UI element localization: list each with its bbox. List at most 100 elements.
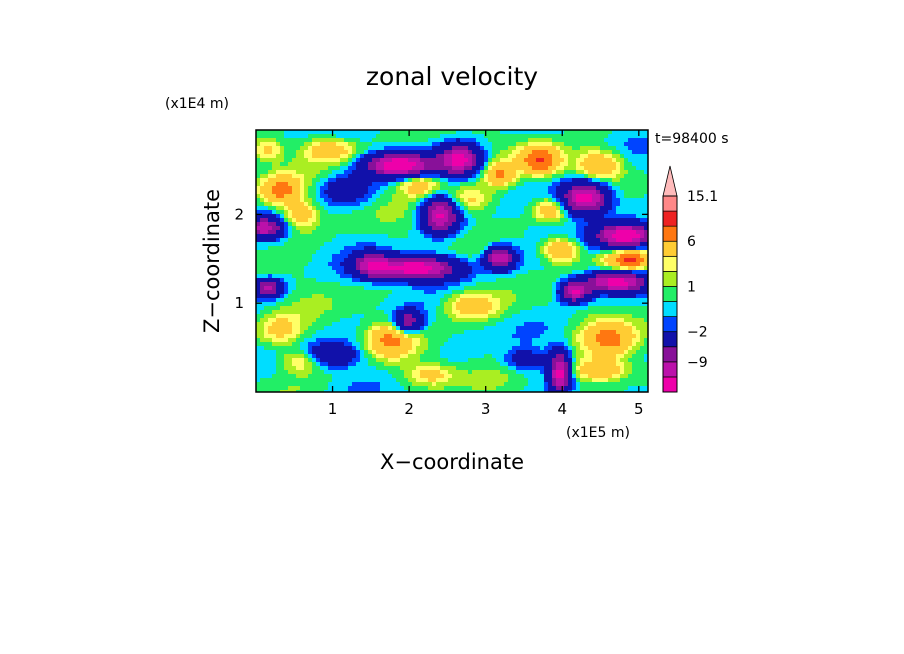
field-cell-run: [488, 254, 493, 259]
field-cell-run: [572, 186, 597, 191]
field-cell-run: [644, 194, 648, 199]
field-cell-run: [444, 266, 453, 271]
field-cell-run: [444, 238, 457, 243]
field-cell-run: [444, 306, 453, 311]
field-cell-run: [572, 314, 589, 319]
field-cell-run: [616, 258, 625, 263]
field-cell-run: [352, 146, 357, 151]
field-cell-run: [276, 366, 285, 371]
field-cell-run: [432, 238, 445, 243]
field-cell-run: [320, 210, 329, 215]
field-cell-run: [364, 154, 385, 159]
field-cell-run: [272, 342, 293, 347]
field-cell-run: [552, 282, 557, 287]
field-cell-run: [548, 166, 557, 171]
field-cell-run: [284, 222, 289, 227]
field-cell-run: [620, 162, 625, 167]
field-cell-run: [472, 386, 497, 391]
field-cell-run: [476, 178, 481, 183]
field-cell-run: [476, 158, 485, 163]
field-cell-run: [552, 170, 557, 175]
field-cell-run: [372, 354, 377, 359]
field-cell-run: [396, 178, 405, 183]
field-cell-run: [584, 270, 593, 275]
field-cell-run: [568, 366, 573, 371]
field-cell-run: [276, 214, 281, 219]
field-cell-run: [504, 382, 529, 387]
field-cell-run: [436, 214, 445, 219]
field-cell-run: [512, 246, 521, 251]
field-cell-run: [392, 314, 397, 319]
field-cell-run: [460, 186, 509, 191]
field-cell-run: [348, 362, 357, 367]
field-cell-run: [424, 326, 429, 331]
field-cell-run: [540, 258, 549, 263]
field-cell-run: [416, 318, 425, 323]
field-cell-run: [420, 222, 429, 227]
field-cell-run: [640, 334, 648, 339]
field-cell-run: [256, 350, 277, 355]
field-cell-run: [268, 330, 293, 335]
field-cell-run: [444, 342, 521, 347]
field-cell-run: [300, 330, 305, 335]
field-cell-run: [296, 390, 325, 392]
colorbar-extend-arrow: [662, 165, 678, 197]
field-cell-run: [444, 282, 461, 287]
field-cell-run: [276, 206, 285, 211]
field-cell-run: [256, 138, 277, 143]
field-cell-run: [352, 358, 361, 363]
field-cell-run: [568, 242, 573, 247]
field-cell-run: [628, 158, 648, 163]
field-cell-run: [396, 322, 405, 327]
field-cell-run: [564, 194, 573, 199]
field-cell-run: [492, 194, 505, 199]
field-cell-run: [488, 310, 497, 315]
field-cell-run: [308, 218, 317, 223]
field-cell-run: [360, 322, 373, 327]
field-cell-run: [612, 150, 621, 155]
field-cell-run: [448, 246, 485, 251]
field-cell-run: [640, 338, 645, 343]
field-cell-run: [400, 326, 421, 331]
field-cell-run: [256, 386, 289, 391]
field-cell-run: [612, 170, 621, 175]
field-cell-run: [312, 362, 317, 367]
field-cell-run: [456, 254, 469, 259]
field-cell-run: [516, 154, 529, 159]
field-cell-run: [256, 146, 265, 151]
field-cell-run: [292, 222, 297, 227]
field-cell-run: [556, 382, 565, 387]
field-cell-run: [304, 358, 309, 363]
field-cell-run: [348, 166, 357, 171]
field-cell-run: [596, 318, 625, 323]
field-cell-run: [440, 182, 449, 187]
field-cell-run: [524, 230, 577, 235]
field-cell-run: [292, 322, 301, 327]
field-cell-run: [396, 186, 401, 191]
field-cell-run: [300, 314, 321, 319]
field-cell-run: [576, 198, 593, 203]
field-cell-run: [292, 330, 301, 335]
field-cell-run: [492, 302, 501, 307]
field-cell-run: [328, 362, 349, 367]
field-cell-run: [268, 174, 277, 179]
field-cell-run: [448, 314, 457, 319]
field-cell-run: [420, 310, 429, 315]
field-cell-run: [580, 254, 597, 259]
field-cell-run: [412, 286, 449, 291]
field-cell-run: [332, 198, 357, 203]
field-cell-run: [612, 158, 617, 163]
field-cell-run: [348, 162, 353, 167]
field-cell-run: [536, 210, 541, 215]
field-cell-run: [336, 174, 349, 179]
field-cell-run: [428, 214, 433, 219]
field-cell-run: [360, 350, 365, 355]
field-cell-run: [328, 366, 349, 371]
field-cell-run: [256, 346, 265, 351]
field-cell-run: [420, 338, 429, 343]
field-cell-run: [404, 314, 413, 319]
field-cell-run: [256, 178, 261, 183]
field-cell-run: [628, 282, 637, 287]
field-cell-run: [356, 242, 377, 247]
field-cell-run: [260, 318, 269, 323]
